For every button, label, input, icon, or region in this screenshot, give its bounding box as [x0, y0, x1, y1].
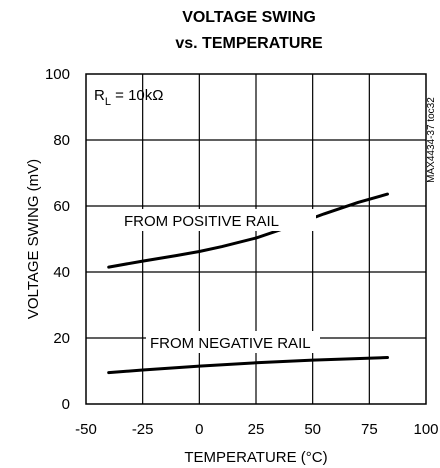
condition-label: RL = 10kΩ [94, 87, 163, 108]
y-tick-label: 0 [62, 396, 70, 413]
chart-title-line-2: vs. TEMPERATURE [175, 35, 323, 52]
tick-labels: -50 -25 0 25 50 75 100 0 20 40 60 80 100 [45, 66, 439, 438]
x-tick-label: 50 [304, 421, 321, 438]
negative-label-bg [146, 331, 320, 353]
x-tick-label: -50 [75, 421, 97, 438]
x-tick-label: -25 [132, 421, 154, 438]
y-axis-label: VOLTAGE SWING (mV) [25, 159, 42, 319]
x-axis-label: TEMPERATURE (°C) [184, 449, 327, 466]
y-tick-label: 40 [53, 264, 70, 281]
x-tick-label: 100 [413, 421, 438, 438]
series-label-negative: FROM NEGATIVE RAIL [150, 335, 311, 352]
chart-title-line-1: VOLTAGE SWING [182, 9, 316, 26]
plot-frame [85, 73, 427, 405]
y-tick-label: 80 [53, 132, 70, 149]
series-line-positive-rail [107, 192, 389, 269]
y-tick-label: 100 [45, 66, 70, 83]
series-label-positive: FROM POSITIVE RAIL [124, 213, 279, 230]
x-tick-label: 75 [361, 421, 378, 438]
figure-id-label: MAX4434-37 toc32 [426, 97, 437, 183]
y-tick-label: 60 [53, 198, 70, 215]
y-tick-label: 20 [53, 330, 70, 347]
series-line-negative-rail [107, 356, 389, 375]
x-tick-label: 25 [248, 421, 265, 438]
series-lines [107, 192, 389, 375]
x-tick-label: 0 [195, 421, 203, 438]
positive-label-bg [122, 209, 316, 231]
